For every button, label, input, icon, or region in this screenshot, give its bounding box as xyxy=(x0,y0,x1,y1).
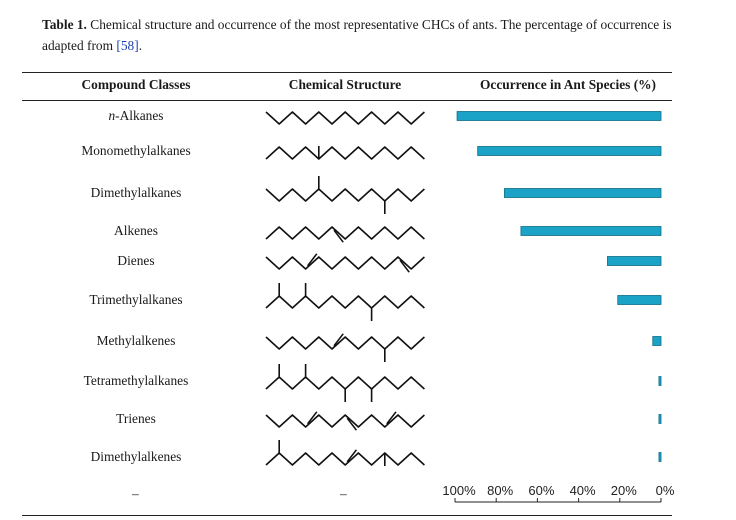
compound-class-name: Dimethylalkanes xyxy=(90,185,182,200)
compound-class-label: Trimethylalkanes xyxy=(36,292,236,308)
occurrence-bar xyxy=(607,256,662,266)
compound-class-name: Dimethylalkenes xyxy=(90,449,182,464)
carbon-chain xyxy=(265,414,425,428)
double-bond xyxy=(346,449,358,463)
header-occurrence: Occurrence in Ant Species (%) xyxy=(479,77,657,92)
carbon-chain xyxy=(265,376,425,390)
double-bond xyxy=(386,411,397,425)
table-caption: Table 1. Chemical structure and occurren… xyxy=(42,14,702,56)
compound-class-label: n-Alkanes xyxy=(36,108,236,124)
skeletal-structure xyxy=(265,146,425,160)
carbon-chain xyxy=(265,188,425,202)
carbon-chain xyxy=(265,295,425,309)
occurrence-bar xyxy=(658,452,662,462)
occurrence-bar xyxy=(658,414,662,424)
occurrence-bar xyxy=(520,226,662,236)
occurrence-bar xyxy=(617,295,662,305)
x-tick-label: 60% xyxy=(528,483,554,498)
caption-end: . xyxy=(138,38,143,53)
double-bond xyxy=(306,253,318,267)
double-bond xyxy=(333,333,344,347)
x-tick-label: 0% xyxy=(656,483,675,498)
caption-text: Chemical structure and occurrence of the… xyxy=(42,17,672,53)
carbon-chain xyxy=(265,146,425,160)
carbon-chain xyxy=(265,256,425,270)
compound-class-label: Trienes xyxy=(36,411,236,427)
skeletal-structure xyxy=(265,364,425,402)
skeletal-structure xyxy=(265,253,425,273)
table-top-rule xyxy=(22,72,672,73)
compound-class-label: Dimethylalkenes xyxy=(36,449,236,465)
occurrence-bar xyxy=(658,376,662,386)
x-tick-label: 20% xyxy=(611,483,637,498)
compound-class-name: Tetramethylalkanes xyxy=(83,373,189,388)
caption-label: Table 1. xyxy=(42,17,87,32)
compound-class-label: Alkenes xyxy=(36,223,236,239)
compound-class-name: Monomethylalkanes xyxy=(81,143,191,158)
carbon-chain xyxy=(265,452,425,466)
compound-class-name: Trimethylalkanes xyxy=(89,292,183,307)
compound-class-name: Trienes xyxy=(116,411,156,426)
compound-class-label: Tetramethylalkanes xyxy=(36,373,236,389)
footer-dash-compound: – xyxy=(132,486,139,501)
skeletal-structure xyxy=(265,440,425,466)
caption-reference-link[interactable]: [58] xyxy=(116,38,139,53)
compound-class-label: Dienes xyxy=(36,253,236,269)
x-tick-label: 100% xyxy=(442,483,476,498)
compound-class-name: Dienes xyxy=(117,253,155,268)
double-bond xyxy=(333,229,344,243)
italic-prefix: n xyxy=(108,108,116,123)
occurrence-bar xyxy=(652,336,662,346)
compound-class-label: Methylalkenes xyxy=(36,333,236,349)
occurrence-bar xyxy=(477,146,662,156)
table-bottom-rule xyxy=(22,515,672,516)
skeletal-structure xyxy=(265,226,425,243)
x-tick-label: 80% xyxy=(487,483,513,498)
double-bond xyxy=(399,259,410,273)
header-chemical-structure: Chemical Structure xyxy=(288,77,402,92)
occurrence-bar xyxy=(456,111,662,121)
header-compound-classes: Compound Classes xyxy=(81,77,191,92)
footer-dash-structure: – xyxy=(340,486,347,501)
skeletal-structure xyxy=(265,111,425,125)
double-bond xyxy=(346,417,358,431)
skeletal-structure xyxy=(265,411,425,431)
skeletal-structure xyxy=(265,176,425,214)
table-header-rule xyxy=(22,100,672,101)
compound-class-name: Methylalkenes xyxy=(96,333,176,348)
compound-class-name: -Alkanes xyxy=(115,108,164,123)
skeletal-structure xyxy=(265,333,425,362)
compound-class-label: Monomethylalkanes xyxy=(36,143,236,159)
x-tick-label: 40% xyxy=(570,483,596,498)
carbon-chain xyxy=(265,336,425,350)
carbon-chain xyxy=(265,226,425,240)
compound-class-name: Alkenes xyxy=(114,223,158,238)
skeletal-structure xyxy=(265,283,425,321)
carbon-chain xyxy=(265,111,425,125)
double-bond xyxy=(306,411,318,425)
occurrence-bar xyxy=(504,188,662,198)
compound-class-label: Dimethylalkanes xyxy=(36,185,236,201)
